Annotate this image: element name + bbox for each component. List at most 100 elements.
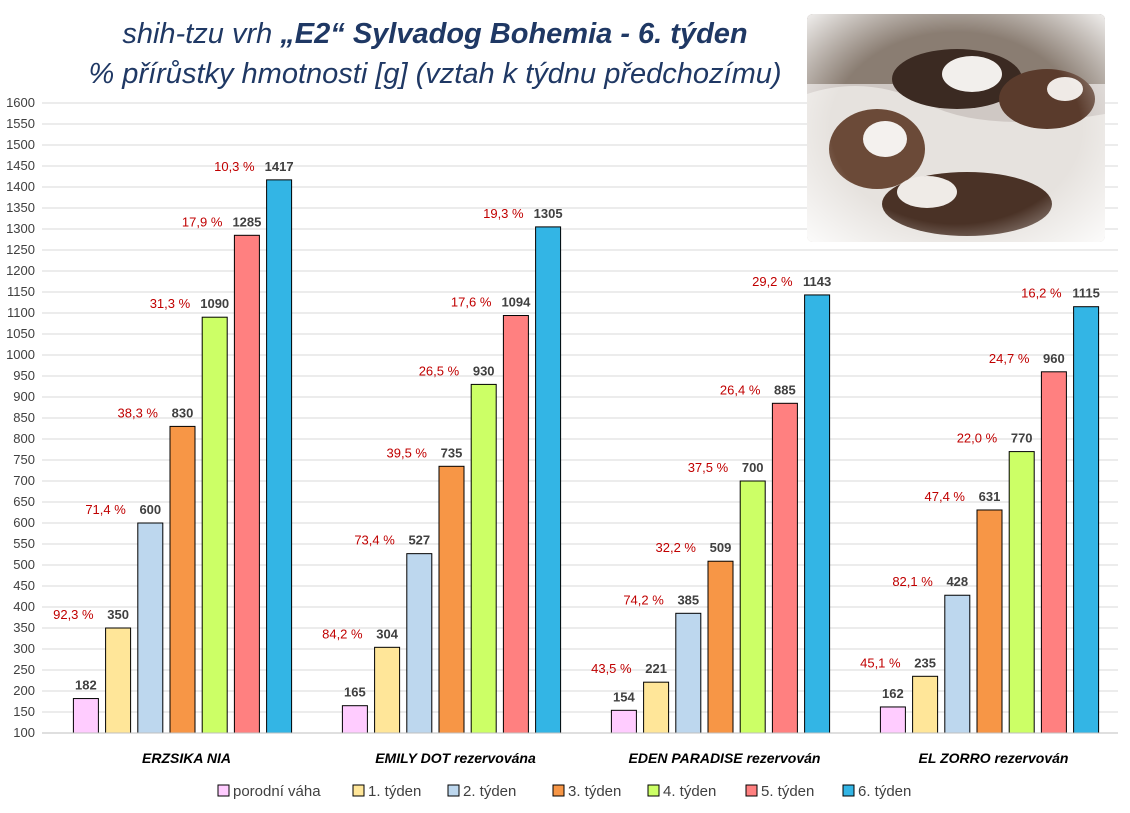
bar [535, 226, 562, 734]
y-tick-label: 1600 [6, 95, 35, 110]
percent-label: 39,5 % [387, 445, 428, 460]
puppies-photo-image [807, 14, 1105, 242]
percent-label: 17,6 % [451, 295, 492, 310]
bar [1008, 451, 1035, 734]
legend-swatch [552, 784, 565, 797]
bar [1073, 306, 1100, 734]
bar [944, 594, 971, 734]
y-tick-label: 1200 [6, 263, 35, 278]
data-label: 165 [344, 685, 366, 700]
percent-label: 32,2 % [656, 540, 697, 555]
chart-title-line-2: % přírůstky hmotnosti [g] (vztah k týdnu… [88, 58, 782, 90]
data-label: 154 [613, 689, 635, 704]
bar [438, 465, 465, 734]
data-label: 509 [710, 540, 732, 555]
y-tick-label: 950 [13, 368, 35, 383]
data-label: 930 [473, 363, 495, 378]
y-tick-label: 1350 [6, 200, 35, 215]
y-tick-label: 250 [13, 662, 35, 677]
y-tick-label: 1400 [6, 179, 35, 194]
percent-label: 31,3 % [150, 296, 191, 311]
bar [675, 612, 702, 734]
y-tick-label: 700 [13, 473, 35, 488]
data-label: 350 [107, 607, 129, 622]
legend-swatch [745, 784, 758, 797]
bar [406, 553, 433, 734]
percent-label: 29,2 % [752, 274, 793, 289]
legend-label: 4. týden [663, 783, 716, 800]
y-tick-label: 800 [13, 431, 35, 446]
chart-title-line-1: shih-tzu vrh „E2“ Sylvadog Bohemia - 6. … [25, 18, 845, 51]
data-label: 960 [1043, 351, 1065, 366]
percent-label: 74,2 % [623, 592, 664, 607]
y-tick-label: 200 [13, 683, 35, 698]
data-label: 1143 [803, 274, 831, 289]
data-label: 527 [408, 533, 430, 548]
puppies-photo [807, 14, 1105, 242]
y-tick-label: 600 [13, 515, 35, 530]
bar [137, 522, 164, 734]
data-label: 304 [376, 626, 398, 641]
legend-label: porodní váha [233, 783, 321, 800]
data-label: 1417 [265, 159, 294, 174]
legend-label: 2. týden [463, 783, 516, 800]
legend-swatch [352, 784, 365, 797]
bar [374, 646, 401, 734]
percent-label: 92,3 % [53, 607, 94, 622]
y-tick-label: 550 [13, 536, 35, 551]
data-label: 1094 [501, 295, 531, 310]
data-label: 1305 [534, 206, 563, 221]
percent-label: 37,5 % [688, 460, 729, 475]
y-tick-label: 300 [13, 641, 35, 656]
bar [707, 560, 734, 734]
y-tick-label: 650 [13, 494, 35, 509]
y-tick-label: 1000 [6, 347, 35, 362]
percent-label: 22,0 % [957, 431, 998, 446]
percent-label: 73,4 % [354, 533, 395, 548]
bar [169, 425, 196, 734]
bar [804, 294, 831, 734]
category-label: ERZSIKA NIA [142, 750, 231, 766]
percent-label: 26,4 % [720, 382, 761, 397]
percent-label: 16,2 % [1021, 286, 1062, 301]
percent-label: 43,5 % [591, 661, 632, 676]
legend-swatch [842, 784, 855, 797]
y-tick-label: 1250 [6, 242, 35, 257]
data-label: 885 [774, 382, 796, 397]
y-tick-label: 450 [13, 578, 35, 593]
y-tick-label: 1500 [6, 137, 35, 152]
bar [912, 675, 939, 734]
y-tick-label: 100 [13, 725, 35, 740]
data-label: 182 [75, 678, 97, 693]
data-label: 1090 [200, 296, 229, 311]
bar [879, 706, 906, 734]
y-tick-label: 400 [13, 599, 35, 614]
y-tick-label: 500 [13, 557, 35, 572]
y-tick-label: 750 [13, 452, 35, 467]
y-tick-label: 1550 [6, 116, 35, 131]
title-bold: „E2“ Sylvadog Bohemia - 6. týden [280, 18, 748, 50]
bar [105, 627, 132, 734]
legend-swatch [447, 784, 460, 797]
y-tick-label: 1100 [7, 305, 35, 320]
data-label: 1285 [232, 214, 261, 229]
bar [470, 383, 497, 734]
bar [341, 705, 368, 734]
y-tick-label: 350 [13, 620, 35, 635]
percent-label: 82,1 % [892, 574, 933, 589]
data-label: 221 [645, 661, 667, 676]
bar [201, 316, 228, 734]
legend-swatch [647, 784, 660, 797]
data-label: 631 [979, 489, 1001, 504]
bar [233, 234, 260, 734]
bar [502, 315, 529, 734]
bar [771, 402, 798, 734]
percent-label: 71,4 % [85, 502, 126, 517]
y-tick-label: 150 [13, 704, 35, 719]
bar [72, 698, 99, 734]
y-tick-label: 900 [13, 389, 35, 404]
y-tick-label: 1450 [6, 158, 35, 173]
category-label: EDEN PARADISE rezervován [629, 750, 821, 766]
legend-label: 1. týden [368, 783, 421, 800]
